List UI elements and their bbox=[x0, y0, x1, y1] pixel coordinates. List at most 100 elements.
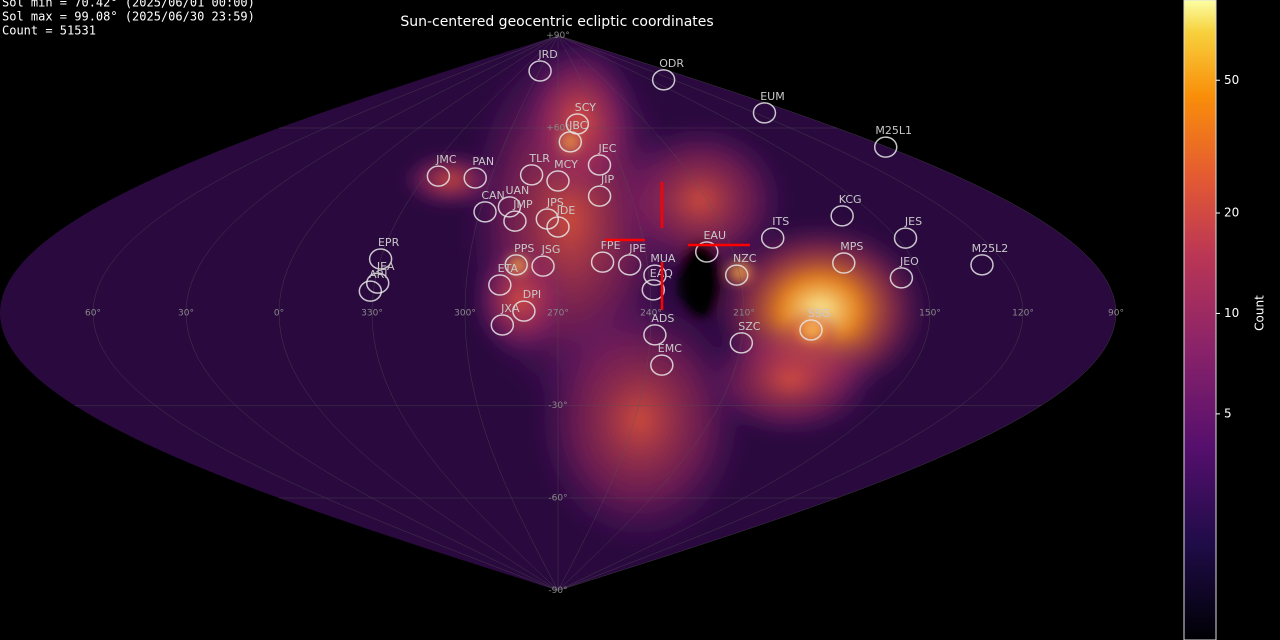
shower-label: UAN bbox=[505, 184, 529, 197]
shower-label: ADS bbox=[651, 312, 674, 325]
shower-radiant bbox=[724, 264, 749, 286]
density-blob bbox=[470, 240, 570, 360]
shower-label: JEO bbox=[899, 255, 919, 268]
shower-label: JDE bbox=[556, 204, 576, 217]
shower-radiant bbox=[643, 264, 667, 286]
shower-label: JPE bbox=[628, 242, 646, 255]
shower-label: SZC bbox=[738, 320, 761, 333]
lon-tick-label: 30° bbox=[178, 309, 194, 319]
shower-label: M25L2 bbox=[972, 242, 1009, 255]
colorbar-tick-label: 10 bbox=[1224, 306, 1239, 320]
shower-radiant bbox=[368, 248, 393, 270]
shower-radiant bbox=[590, 251, 615, 273]
shower-radiant bbox=[546, 170, 570, 192]
shower-radiant bbox=[729, 332, 754, 354]
density-blob bbox=[530, 290, 750, 550]
shower-label: JEC bbox=[598, 142, 617, 155]
shower-label: ODR bbox=[659, 57, 684, 70]
lon-tick-label: 150° bbox=[919, 309, 941, 319]
colorbar-tick-label: 5 bbox=[1224, 406, 1232, 420]
lat-tick-label: -90° bbox=[548, 586, 567, 596]
density-blob bbox=[700, 320, 880, 440]
shower-label: JSG bbox=[541, 243, 561, 256]
shower-label: SCY bbox=[575, 101, 596, 114]
shower-radiant bbox=[546, 216, 570, 238]
shower-radiant bbox=[358, 280, 383, 302]
shower-radiant bbox=[760, 227, 785, 249]
shower-radiant bbox=[512, 300, 536, 322]
density-void bbox=[678, 240, 722, 320]
shower-radiant bbox=[528, 60, 552, 82]
header-line: Sol max = 99.08° (2025/06/30 23:59) bbox=[2, 10, 255, 24]
shower-radiant bbox=[519, 164, 544, 186]
shower-radiant bbox=[641, 279, 666, 301]
shower-radiant bbox=[832, 252, 856, 274]
shower-radiant bbox=[558, 131, 583, 153]
lat-tick-label: -60° bbox=[548, 494, 567, 504]
shower-label: EAU bbox=[703, 229, 726, 242]
density-blob bbox=[786, 310, 838, 350]
shower-radiant bbox=[497, 196, 522, 218]
shower-radiant bbox=[587, 185, 612, 207]
shower-label: MUA bbox=[650, 252, 676, 265]
sky-map: 60° 30° 0° 330° 300° 270° 240° 210° 150° 120° 90° +… bbox=[0, 31, 1124, 596]
shower-radiant bbox=[643, 324, 667, 346]
shower-label: JBC bbox=[568, 119, 588, 132]
density-blob bbox=[722, 256, 758, 288]
graticule: 60° 30° 0° 330° 300° 270° 240° 210° 150° 120° 90° +… bbox=[74, 31, 1124, 596]
shower-radiant bbox=[650, 354, 674, 376]
shower-radiant bbox=[504, 254, 528, 276]
density-blob bbox=[610, 120, 790, 280]
shower-label: JPS bbox=[546, 196, 564, 209]
shower-radiant bbox=[490, 314, 515, 336]
shower-radiant bbox=[889, 267, 914, 289]
shower-label: PPS bbox=[514, 242, 534, 255]
shower-label: KCG bbox=[839, 193, 862, 206]
colorbar-tick-label: 20 bbox=[1224, 206, 1239, 220]
lon-tick-label: 60° bbox=[85, 309, 101, 319]
shower-label: PAN bbox=[472, 155, 494, 168]
shower-label: DPI bbox=[523, 288, 541, 301]
chart-title: Sun-centered geocentric ecliptic coordin… bbox=[400, 14, 713, 30]
lon-tick-label: 330° bbox=[361, 309, 383, 319]
lon-tick-label: 0° bbox=[274, 309, 284, 319]
shower-label: EUM bbox=[760, 90, 785, 103]
colorbar-tick-label: 50 bbox=[1224, 73, 1239, 87]
colorbar bbox=[1183, 0, 1217, 640]
shower-radiant bbox=[752, 102, 777, 124]
shower-radiant bbox=[365, 272, 390, 294]
shower-radiant bbox=[873, 136, 898, 158]
shower-radiant bbox=[488, 274, 512, 296]
shower-radiant bbox=[426, 165, 451, 187]
shower-label: EPR bbox=[378, 236, 400, 249]
lon-tick-label: 210° bbox=[733, 309, 755, 319]
header-line: Count = 51531 bbox=[2, 24, 96, 38]
shower-radiant bbox=[830, 205, 854, 227]
colorbar-label: Count bbox=[1253, 295, 1267, 331]
shower-label: EMC bbox=[658, 342, 682, 355]
shower-label: NZC bbox=[733, 252, 757, 265]
lon-tick-label: 240° bbox=[640, 309, 662, 319]
colorbar-ticks: 5 10 20 50 bbox=[1216, 73, 1239, 420]
shower-radiant bbox=[617, 254, 642, 276]
shower-label: JRD bbox=[537, 48, 557, 61]
shower-label: JMC bbox=[435, 153, 457, 166]
lon-tick-label: 120° bbox=[1012, 309, 1034, 319]
shower-label: MCY bbox=[554, 158, 578, 171]
shower-radiant bbox=[695, 241, 719, 263]
shower-label: ARI bbox=[369, 268, 387, 281]
shower-label: JIP bbox=[600, 173, 614, 186]
shower-label: JES bbox=[904, 215, 922, 228]
lon-tick-label: 300° bbox=[454, 309, 476, 319]
shower-radiant bbox=[463, 167, 487, 189]
shower-label: CAN bbox=[481, 189, 504, 202]
lon-tick-label: 90° bbox=[1108, 309, 1124, 319]
shower-radiant bbox=[587, 154, 612, 176]
shower-radiant bbox=[531, 255, 555, 277]
shower-label: JXA bbox=[500, 302, 520, 315]
shower-label: SSG bbox=[808, 307, 831, 320]
density-layer bbox=[400, 35, 930, 550]
shower-radiant bbox=[970, 254, 994, 276]
shower-label: FPE bbox=[601, 239, 621, 252]
